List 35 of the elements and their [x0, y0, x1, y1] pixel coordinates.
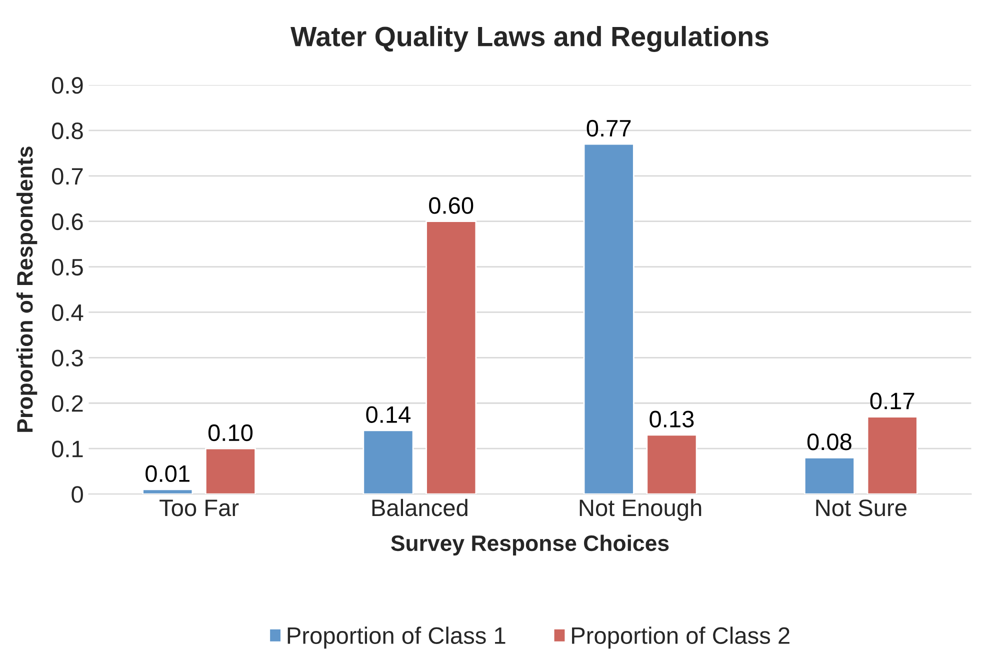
data-label: 0.60: [429, 197, 474, 214]
y-tick-label: 0.7: [52, 168, 83, 185]
chart-title: Water Quality Laws and Regulations: [290, 26, 768, 52]
data-label: 0.17: [870, 392, 914, 410]
y-tick-label: 0.2: [52, 395, 83, 412]
data-label: 0.77: [586, 120, 631, 137]
x-tick-label: Not Enough: [580, 498, 702, 521]
legend-label: Proportion of Class 1: [288, 626, 506, 649]
bar: [583, 143, 634, 494]
bar: [426, 220, 477, 494]
data-label: 0.08: [807, 433, 852, 450]
bar: [646, 434, 698, 494]
legend-label: Proportion of Class 2: [572, 626, 790, 649]
y-tick-label: 0.9: [52, 77, 83, 94]
x-axis-title: Survey Response Choices: [391, 534, 669, 556]
y-tick-label: 0.6: [52, 213, 83, 230]
bar: [866, 416, 918, 494]
data-label: 0.14: [366, 406, 411, 423]
y-axis-title: Proportion of Respondents: [16, 146, 38, 432]
data-label: 0.10: [208, 424, 253, 442]
bar: [204, 448, 256, 494]
x-tick-label: Balanced: [372, 498, 468, 516]
data-label: 0.13: [650, 410, 694, 428]
y-tick-label: 0.5: [52, 258, 83, 276]
x-tick-label: Too Far: [160, 500, 239, 516]
bar: [142, 488, 194, 494]
bar: [804, 456, 855, 494]
y-tick-label: 0.8: [52, 122, 83, 140]
y-tick-label: 0.4: [52, 304, 84, 322]
x-tick-label: Not Sure: [816, 500, 906, 516]
data-label: 0.01: [146, 465, 190, 482]
y-tick-label: 0.1: [52, 440, 83, 458]
bar: [362, 430, 414, 494]
y-tick-label: 0.3: [52, 350, 83, 366]
y-tick-label: 0: [72, 486, 83, 503]
